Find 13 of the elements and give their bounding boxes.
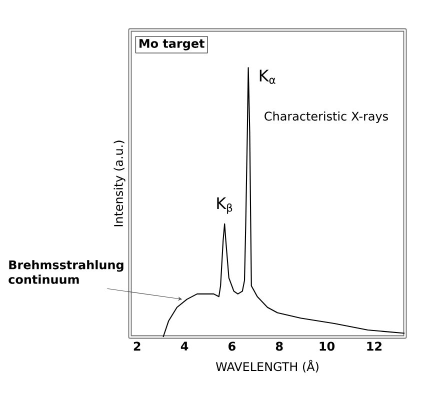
annotation: K$_{α}$ [260, 70, 276, 84]
x-tick-label: 4 [180, 342, 188, 350]
x-tick-label: 10 [320, 342, 335, 351]
annotation: K$_{β}$ [217, 197, 232, 214]
x-tick-label: 12 [367, 342, 382, 351]
x-tick-label: 8 [276, 342, 283, 351]
annotation: Characteristic X-rays [264, 111, 388, 123]
y-axis-title: Intensity (a.u.) [114, 140, 126, 226]
text: Mo target [140, 39, 204, 50]
x-tick-label: 6 [228, 342, 236, 351]
annotation: Brehmsstrahlung continuum [8, 260, 124, 284]
x-axis-title: WAVELENGTH (Å) [216, 360, 318, 373]
x-tick-label: 2 [134, 342, 140, 351]
